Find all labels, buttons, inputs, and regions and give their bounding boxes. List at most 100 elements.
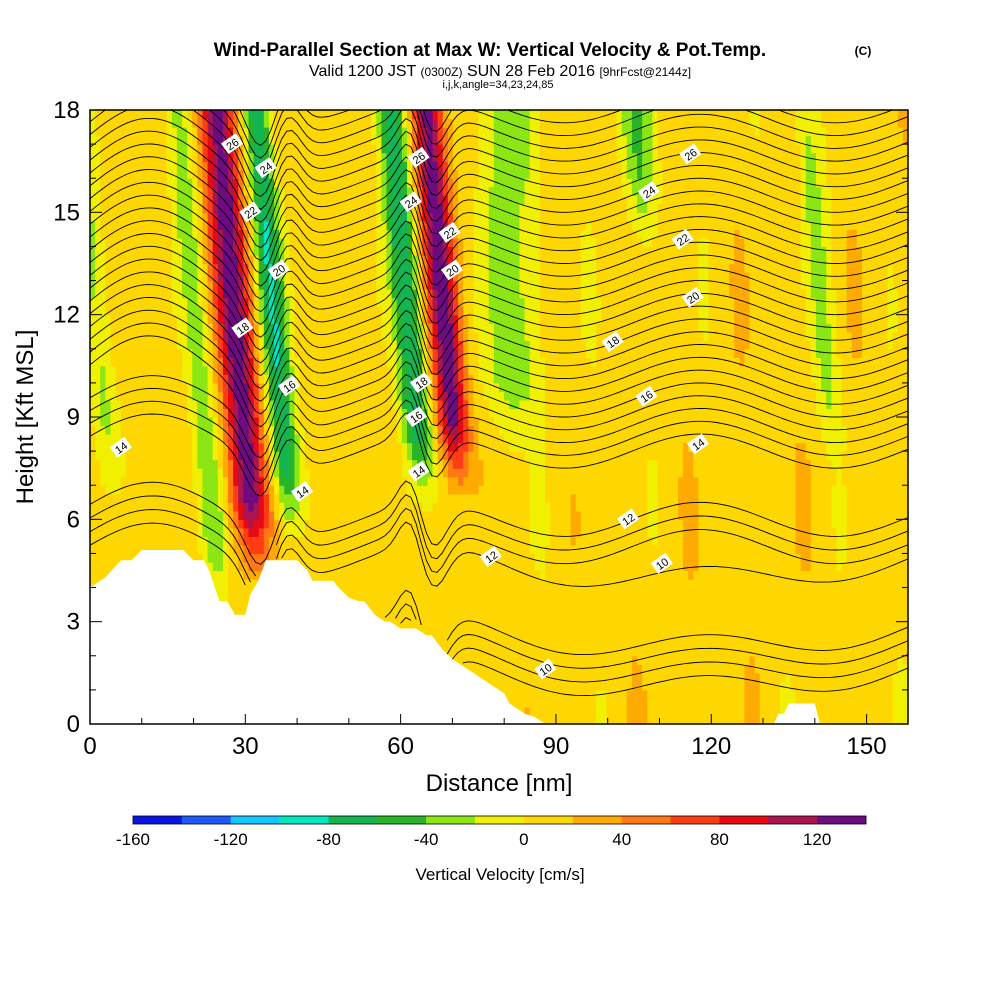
velocity-cell xyxy=(279,195,285,205)
velocity-cell xyxy=(238,536,244,546)
velocity-cell xyxy=(360,527,367,537)
velocity-cell xyxy=(325,220,331,230)
velocity-cell xyxy=(371,527,377,537)
velocity-cell xyxy=(345,237,352,248)
velocity-cell xyxy=(192,161,198,171)
velocity-cell xyxy=(120,382,127,393)
velocity-cell xyxy=(233,306,239,316)
velocity-cell xyxy=(212,246,219,256)
velocity-cell xyxy=(371,587,377,597)
velocity-cell xyxy=(100,468,106,478)
velocity-cell xyxy=(263,536,270,546)
velocity-cell xyxy=(279,519,285,529)
velocity-cell xyxy=(325,493,331,503)
velocity-cell xyxy=(350,365,357,375)
velocity-cell xyxy=(176,169,183,179)
velocity-cell xyxy=(340,144,347,154)
velocity-cell xyxy=(171,280,178,290)
velocity-cell xyxy=(320,510,326,520)
velocity-cell xyxy=(284,459,290,469)
velocity-cell xyxy=(314,451,321,461)
velocity-cell xyxy=(335,306,342,316)
velocity-cell xyxy=(376,229,383,239)
velocity-cell xyxy=(100,289,106,299)
velocity-cell xyxy=(340,425,347,435)
velocity-cell xyxy=(320,459,326,469)
velocity-cell xyxy=(141,263,147,273)
velocity-cell xyxy=(238,408,244,418)
velocity-cell xyxy=(222,417,229,427)
velocity-cell xyxy=(263,306,270,316)
velocity-cell xyxy=(314,135,321,145)
velocity-cell xyxy=(100,536,106,546)
velocity-cell xyxy=(345,417,352,427)
velocity-cell xyxy=(432,613,439,623)
velocity-cell xyxy=(207,485,214,495)
velocity-cell xyxy=(274,118,280,128)
velocity-cell xyxy=(253,323,260,333)
velocity-cell xyxy=(130,229,137,239)
velocity-cell xyxy=(130,365,137,375)
velocity-cell xyxy=(325,169,331,179)
velocity-cell xyxy=(335,391,342,401)
velocity-cell xyxy=(299,135,306,145)
velocity-cell xyxy=(401,229,408,239)
velocity-cell xyxy=(417,289,423,299)
velocity-cell xyxy=(442,553,449,563)
velocity-cell xyxy=(422,118,429,128)
velocity-cell xyxy=(355,365,362,375)
velocity-cell xyxy=(110,297,117,307)
velocity-cell xyxy=(355,135,362,145)
velocity-cell xyxy=(95,561,101,572)
velocity-cell xyxy=(115,374,122,384)
velocity-cell xyxy=(171,118,178,128)
velocity-cell xyxy=(289,314,296,324)
velocity-cell xyxy=(386,314,393,324)
velocity-cell xyxy=(166,161,173,171)
velocity-cell xyxy=(340,314,347,324)
velocity-cell xyxy=(100,331,106,341)
velocity-cell xyxy=(268,272,275,282)
velocity-cell xyxy=(350,570,357,580)
velocity-cell xyxy=(187,297,193,307)
velocity-cell xyxy=(222,391,229,401)
velocity-cell xyxy=(90,365,96,375)
velocity-cell xyxy=(427,630,434,640)
velocity-cell xyxy=(171,340,178,350)
velocity-cell xyxy=(279,272,285,282)
velocity-cell xyxy=(222,212,229,222)
velocity-cell xyxy=(202,314,209,324)
velocity-cell xyxy=(437,127,444,137)
velocity-cell xyxy=(212,519,219,529)
velocity-cell xyxy=(120,254,127,265)
velocity-cell xyxy=(345,280,352,290)
velocity-cell xyxy=(279,118,285,128)
velocity-cell xyxy=(345,289,352,299)
velocity-cell xyxy=(161,220,168,230)
velocity-cell xyxy=(391,442,398,452)
velocity-cell xyxy=(345,161,352,171)
velocity-cell xyxy=(146,314,152,324)
velocity-cell xyxy=(120,186,127,196)
velocity-cell xyxy=(366,144,372,154)
velocity-cell xyxy=(238,272,244,282)
velocity-cell xyxy=(217,203,224,213)
velocity-cell xyxy=(299,365,306,375)
velocity-cell xyxy=(345,340,352,350)
velocity-cell xyxy=(279,161,285,171)
velocity-cell xyxy=(95,451,101,461)
velocity-cell xyxy=(381,186,388,196)
velocity-cell xyxy=(437,331,444,341)
velocity-cell xyxy=(202,417,209,427)
velocity-cell xyxy=(284,272,290,282)
velocity-cell xyxy=(125,502,132,512)
velocity-cell xyxy=(268,229,275,239)
velocity-cell xyxy=(427,587,434,597)
velocity-cell xyxy=(376,152,383,162)
velocity-cell xyxy=(366,127,372,137)
velocity-cell xyxy=(258,365,265,375)
velocity-cell xyxy=(325,536,331,546)
velocity-cell xyxy=(391,434,398,444)
velocity-cell xyxy=(366,186,372,196)
velocity-cell xyxy=(391,229,398,239)
